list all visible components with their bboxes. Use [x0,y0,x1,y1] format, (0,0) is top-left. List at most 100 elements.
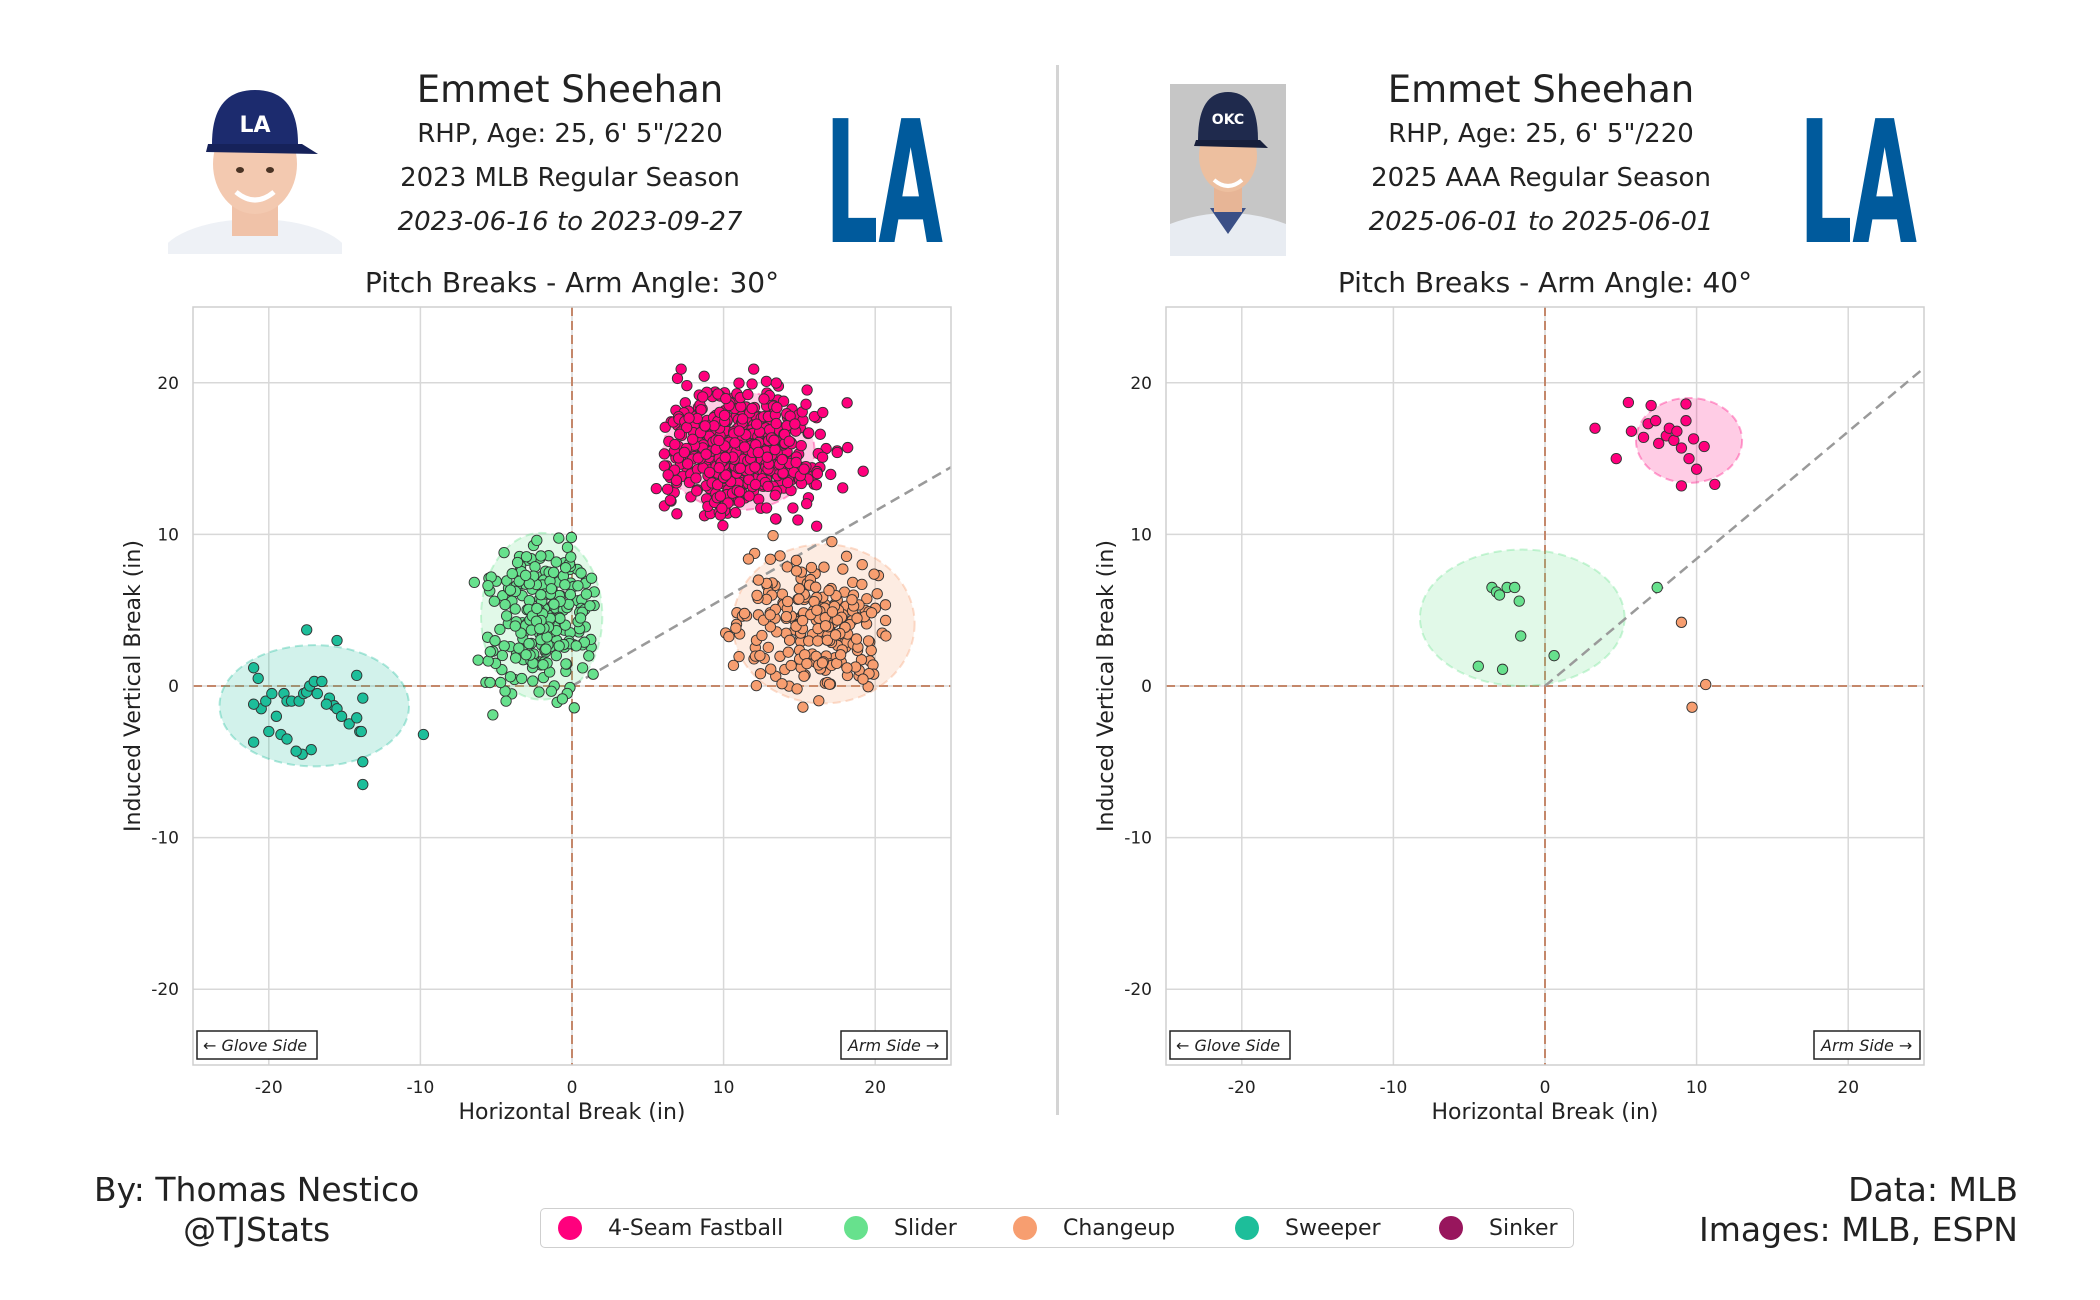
point-slider [468,576,480,589]
legend-marker [1235,1216,1259,1240]
x-tick-label: -10 [1380,1078,1408,1098]
point-slider [584,600,596,612]
point-4-seam-fastball [733,425,745,437]
arm-angle-line [571,466,952,688]
point-changeup [805,561,818,574]
legend-label: Slider [894,1215,957,1241]
point-sweeper [357,778,369,791]
point-4-seam-fastball [801,498,813,510]
y-tick-label: 10 [157,525,179,545]
point-sweeper [247,698,260,710]
point-4-seam-fastball [768,434,780,446]
y-tick-label: 20 [1130,374,1152,394]
season-label: 2023 MLB Regular Season [400,163,740,193]
y-tick-label: -20 [1124,980,1152,1000]
team-logo-right: LA [1796,82,1920,283]
point-slider [1496,663,1509,675]
point-changeup [791,683,803,695]
point-slider [559,579,571,591]
legend-marker [1013,1216,1037,1240]
point-4-seam-fastball [769,513,782,525]
point-changeup [871,588,883,600]
point-slider [568,702,580,714]
point-slider [554,612,566,624]
pitch-break-chart-right: Pitch Breaks - Arm Angle: 40° -20 -10 0 10 20… [1094,266,1925,1125]
point-4-seam-fastball [1675,480,1688,492]
point-4-seam-fastball [746,402,758,415]
point-slider [572,580,584,592]
point-4-seam-fastball [713,462,725,474]
point-4-seam-fastball [750,418,763,430]
point-changeup [764,609,776,621]
x-tick-label: -20 [1228,1078,1256,1098]
point-4-seam-fastball [734,462,747,474]
point-changeup [837,563,849,575]
point-changeup [823,584,835,597]
point-4-seam-fastball [783,435,795,447]
point-4-seam-fastball [700,448,712,460]
point-4-seam-fastball [762,480,774,493]
point-4-seam-fastball [733,486,746,498]
legend-label: 4-Seam Fastball [608,1215,784,1241]
point-4-seam-fastball [716,502,728,514]
legend-item: Changeup [1013,1209,1175,1247]
point-4-seam-fastball [717,519,729,532]
point-4-seam-fastball [1680,415,1692,427]
point-4-seam-fastball [811,520,823,532]
point-changeup [764,553,776,565]
point-changeup [812,635,824,647]
y-tick-label: 20 [157,374,179,394]
point-slider [545,583,558,595]
point-changeup [796,614,809,627]
y-tick-label: -10 [151,829,179,849]
x-tick-label: 0 [567,1078,578,1098]
point-changeup [865,644,877,657]
headshot-right: OKC [1170,84,1286,256]
point-changeup [776,678,788,690]
point-changeup [829,629,842,641]
point-slider [472,654,484,666]
point-4-seam-fastball [831,446,843,459]
point-slider [509,603,521,615]
point-changeup [841,662,853,674]
point-changeup [752,574,765,586]
plot-border [1165,306,1925,1066]
point-4-seam-fastball [814,428,826,440]
point-4-seam-fastball [720,469,732,481]
point-4-seam-fastball [697,391,709,403]
point-4-seam-fastball [1698,440,1710,453]
point-slider [511,556,524,569]
point-changeup [826,536,838,548]
point-4-seam-fastball [661,483,674,495]
point-changeup [846,594,858,606]
plot-border [192,306,952,1066]
point-changeup [880,630,892,642]
y-axis-label: Induced Vertical Break (in) [121,540,146,832]
point-changeup [810,581,822,593]
point-changeup [797,701,809,713]
point-sweeper [247,662,260,674]
glove-side-label: ← Glove Side [203,1036,307,1055]
point-slider [504,671,517,683]
player-name: Emmet Sheehan [416,68,724,111]
point-slider [500,610,513,622]
point-changeup [847,576,859,589]
point-slider [583,650,595,662]
point-sweeper [335,710,348,722]
point-slider [537,659,549,671]
point-changeup [767,529,779,542]
point-slider [570,640,582,652]
point-4-seam-fastball [1637,431,1650,444]
point-4-seam-fastball [671,508,683,520]
y-tick-label: 0 [168,677,179,697]
point-sweeper [263,725,275,738]
point-4-seam-fastball [842,441,854,454]
cap-logo-text: LA [239,113,270,138]
point-4-seam-fastball [771,401,783,414]
chart-title: Pitch Breaks - Arm Angle: 30° [365,266,779,299]
point-4-seam-fastball [1653,437,1665,450]
point-slider [520,649,532,661]
point-slider [482,655,494,667]
point-slider [564,588,577,601]
point-changeup [811,604,823,616]
